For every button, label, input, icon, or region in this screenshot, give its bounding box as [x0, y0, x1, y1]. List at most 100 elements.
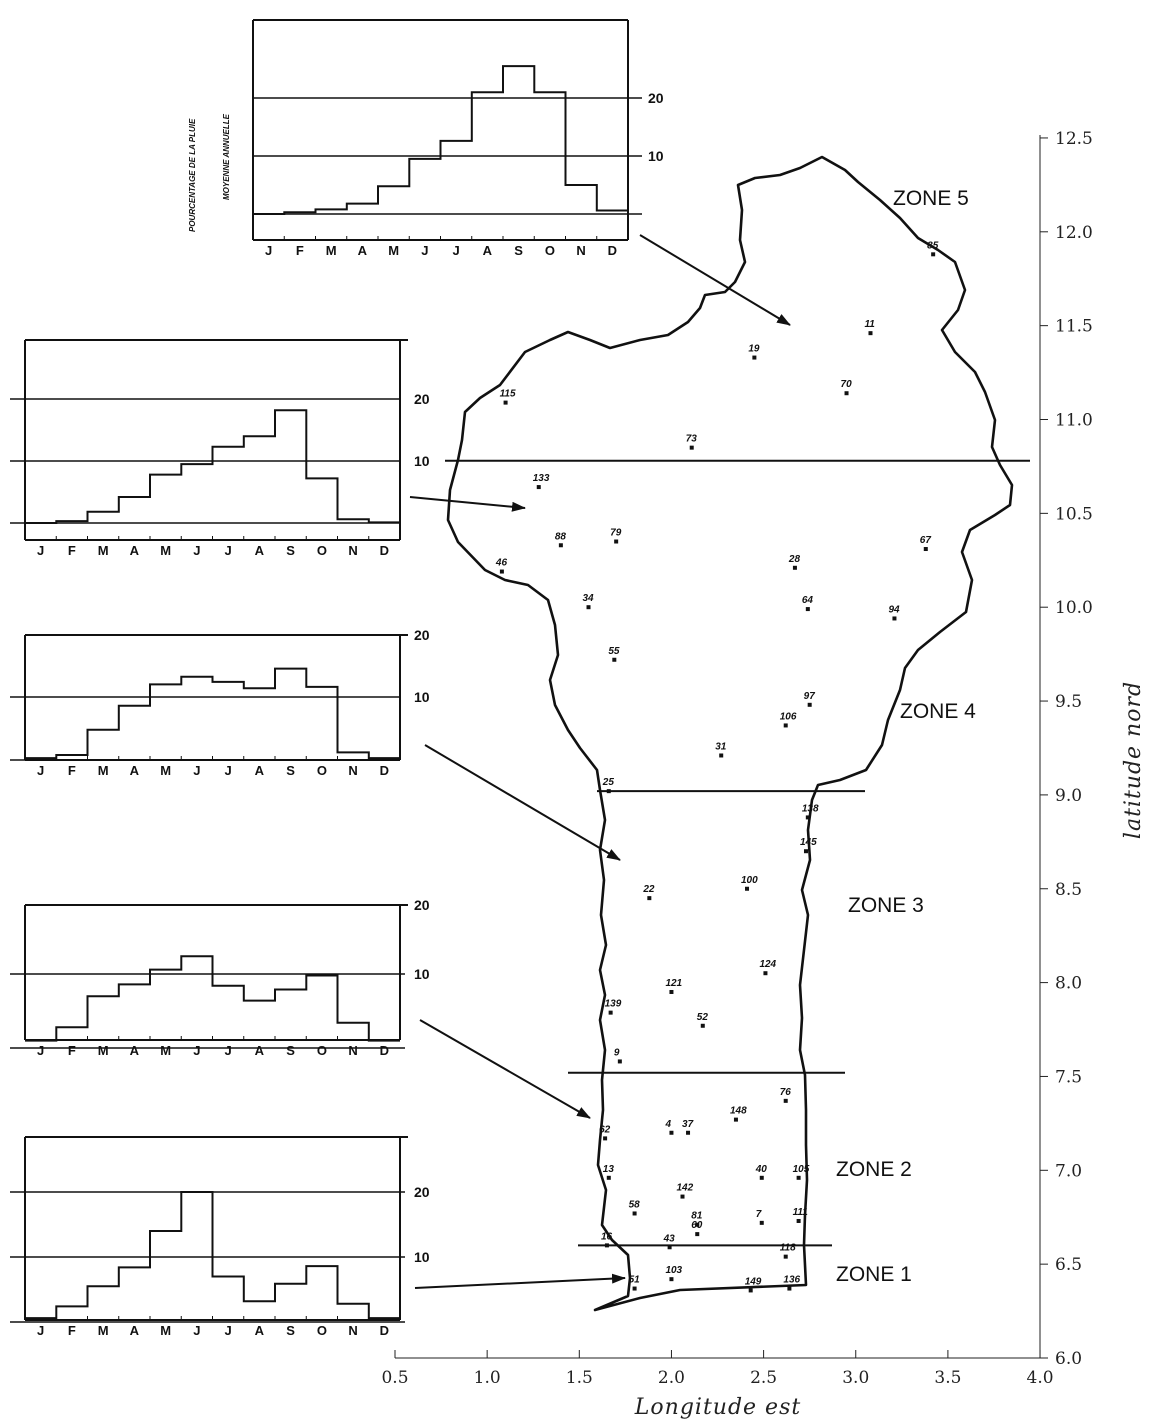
- hist-bars: [25, 667, 400, 760]
- station-label: 70: [841, 379, 853, 390]
- y-tick-label: 9.5: [1055, 692, 1082, 712]
- hist-month-label: A: [130, 763, 140, 778]
- station-label: 55: [608, 646, 620, 657]
- hist-month-label: M: [388, 243, 399, 258]
- hist-month-label: O: [317, 1323, 327, 1338]
- y-tick-label: 11.5: [1055, 317, 1093, 337]
- hist-month-label: S: [286, 543, 295, 558]
- station-label: 115: [500, 389, 516, 400]
- hist-month-label: M: [98, 1323, 109, 1338]
- station-dot: [632, 1211, 637, 1216]
- station-dot: [612, 657, 617, 662]
- hist-month-label: A: [130, 1043, 140, 1058]
- station-dot: [632, 1286, 637, 1291]
- hist-month-label: S: [286, 763, 295, 778]
- station-label: 28: [788, 554, 801, 565]
- station-label: 138: [802, 803, 819, 814]
- hist-month-label: D: [380, 1323, 389, 1338]
- station-label: 52: [697, 1012, 709, 1023]
- hist-month-label: S: [286, 1323, 295, 1338]
- zone-3-label: ZONE 3: [848, 894, 924, 917]
- station-label: 9: [614, 1047, 620, 1058]
- station-label: 16: [601, 1231, 613, 1242]
- station-label: 145: [800, 837, 817, 848]
- hist-level-label: 20: [414, 897, 430, 913]
- hist-month-label: A: [255, 763, 265, 778]
- station-label: 67: [920, 535, 932, 546]
- hist-month-label: O: [317, 1043, 327, 1058]
- station-dot: [807, 702, 812, 707]
- station-label: 79: [610, 528, 622, 539]
- station-label: 136: [783, 1275, 800, 1286]
- station-dot: [667, 1245, 672, 1250]
- hist-month-label: A: [255, 543, 265, 558]
- station-label: 124: [759, 959, 776, 970]
- hist-month-label: A: [483, 243, 493, 258]
- hist-level-label: 20: [648, 90, 664, 106]
- y-tick-label: 12.5: [1055, 129, 1093, 149]
- y-tick-label: 7.5: [1055, 1067, 1082, 1087]
- arrow-zone2: [419, 1019, 591, 1119]
- hist-month-label: M: [160, 1323, 171, 1338]
- station-label: 106: [780, 711, 797, 722]
- station-label: 22: [642, 884, 655, 895]
- station-dot: [844, 391, 849, 396]
- y-tick-label: 7.0: [1055, 1161, 1082, 1181]
- hist-level-label: 20: [414, 1184, 430, 1200]
- station-label: 60: [691, 1220, 703, 1231]
- station-dot: [733, 1117, 738, 1122]
- hist-month-label: D: [380, 543, 389, 558]
- station-label: 31: [715, 741, 727, 752]
- hist-month-label: N: [348, 1043, 357, 1058]
- hist-month-label: J: [193, 763, 200, 778]
- station-dot: [763, 971, 768, 976]
- hist-month-label: D: [380, 763, 389, 778]
- station-dot: [614, 539, 619, 544]
- hist-month-label: A: [130, 543, 140, 558]
- hist-month-label: S: [286, 1043, 295, 1058]
- station-dot: [606, 1175, 611, 1180]
- station-label: 88: [555, 531, 567, 542]
- hist-bars: [25, 1191, 400, 1320]
- hist-level-label: 10: [414, 453, 430, 469]
- station-dot: [892, 616, 897, 621]
- zone-5-label: ZONE 5: [893, 187, 969, 210]
- histogram-zone-5: 10 20 J F M A M J J A S O N D: [252, 19, 664, 258]
- zone-1-label: ZONE 1: [836, 1263, 912, 1286]
- y-axis-label: latitude nord: [1121, 681, 1146, 839]
- station-dot: [617, 1059, 622, 1064]
- hist-month-label: J: [193, 543, 200, 558]
- station-dot: [669, 989, 674, 994]
- station-label: 34: [583, 593, 595, 604]
- hist-level-label: 10: [648, 148, 664, 164]
- hist-bars: [253, 65, 628, 215]
- station-dot: [719, 753, 724, 758]
- station-label: 51: [629, 1275, 641, 1286]
- station-label: 40: [755, 1164, 768, 1175]
- station-label: 7: [756, 1209, 762, 1220]
- station-dot: [669, 1277, 674, 1282]
- station-label: 58: [629, 1199, 641, 1210]
- arrow-zone5: [639, 234, 791, 326]
- hist-month-label: O: [317, 763, 327, 778]
- hist-month-label: M: [326, 243, 337, 258]
- hist-month-label: N: [348, 543, 357, 558]
- station-dot: [931, 252, 936, 257]
- x-tick-label: 2.5: [750, 1368, 777, 1388]
- station-dot: [608, 1010, 613, 1015]
- station-dot: [558, 543, 563, 548]
- station-dot: [923, 547, 928, 552]
- station-dot: [805, 607, 810, 612]
- hist-month-label: J: [37, 763, 44, 778]
- hist-month-label: F: [68, 1323, 76, 1338]
- hist-month-label: D: [380, 1043, 389, 1058]
- hist-month-label: J: [193, 1323, 200, 1338]
- station-label: 148: [730, 1106, 747, 1117]
- hist-month-label: F: [68, 763, 76, 778]
- hist-month-label: N: [348, 763, 357, 778]
- country-outline: [446, 155, 1014, 1312]
- station-label: 100: [741, 875, 758, 886]
- hist-ylabel-line2: MOYENNE ANNUELLE: [222, 113, 231, 200]
